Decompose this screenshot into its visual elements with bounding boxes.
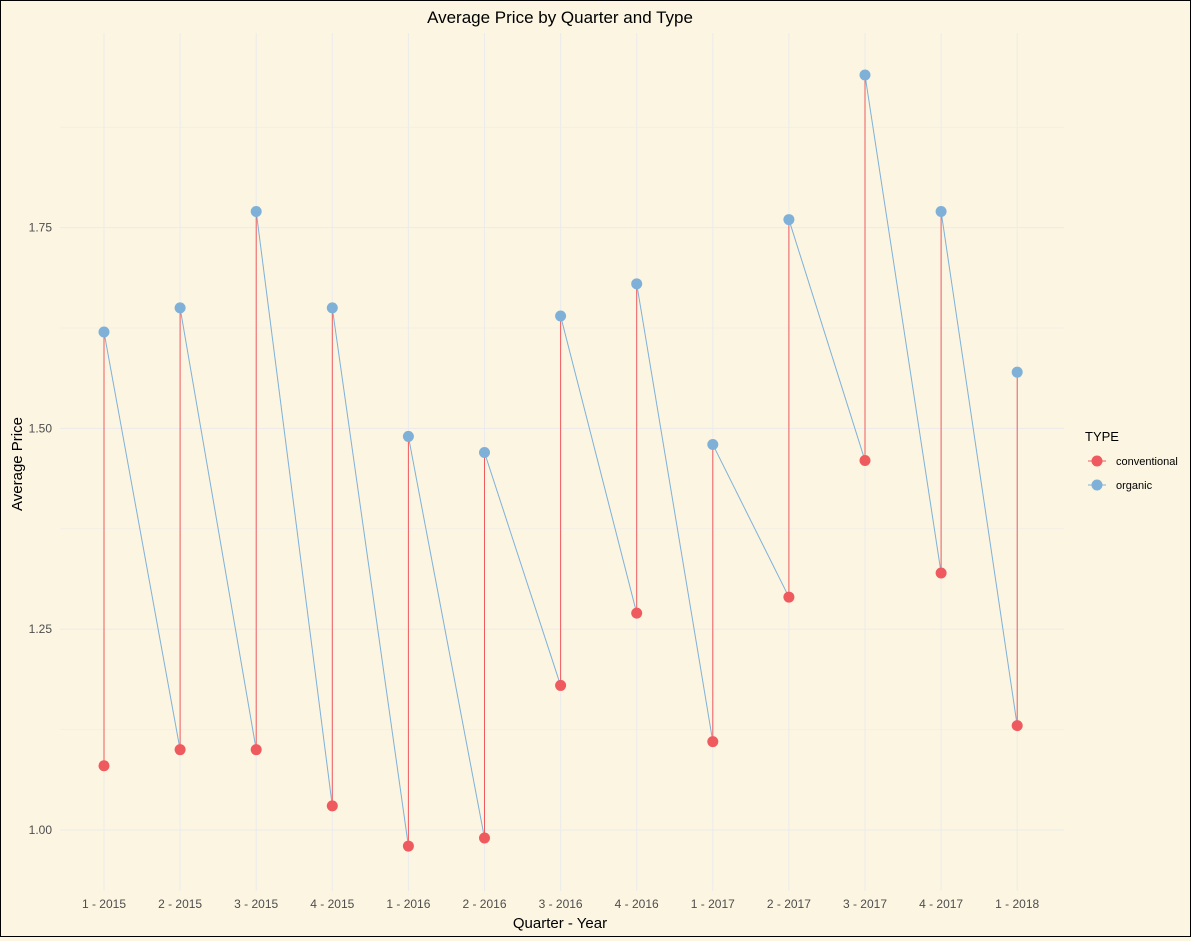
organic-point — [174, 302, 186, 314]
x-tick-labels: 1 - 2015 2 - 2015 3 - 2015 4 - 2015 1 - 2016… — [82, 897, 1040, 911]
conventional-point — [174, 744, 186, 756]
x-tick-label: 3 - 2015 — [234, 897, 278, 911]
y-tick-label: 1.75 — [29, 221, 53, 235]
conventional-point — [250, 744, 262, 756]
x-tick-label: 2 - 2016 — [462, 897, 506, 911]
x-tick-label: 1 - 2015 — [82, 897, 126, 911]
x-tick-label: 3 - 2017 — [843, 897, 887, 911]
legend-key-point — [1091, 479, 1103, 491]
legend-label: organic — [1116, 480, 1153, 492]
conventional-point — [402, 840, 414, 852]
organic-segment — [484, 452, 562, 686]
organic-segment — [255, 211, 333, 806]
organic-segment — [712, 444, 790, 598]
x-tick-label: 1 - 2017 — [691, 897, 735, 911]
organic-point — [631, 278, 643, 290]
organic-point — [402, 430, 414, 442]
x-tick-label: 4 - 2016 — [615, 897, 659, 911]
organic-point — [707, 438, 719, 450]
organic-segment — [331, 307, 409, 847]
organic-point — [479, 446, 490, 458]
organic-point — [1011, 366, 1023, 378]
x-tick-label: 4 - 2015 — [310, 897, 354, 911]
conventional-point — [631, 607, 643, 619]
x-axis-title: Quarter - Year — [513, 915, 607, 932]
y-tick-labels: 1.00 1.25 1.50 1.75 — [29, 221, 53, 837]
organic-segment — [636, 283, 714, 742]
legend-key-point — [1091, 455, 1103, 467]
organic-point — [250, 206, 262, 218]
conventional-point — [1011, 720, 1023, 732]
organic-point — [859, 69, 871, 81]
organic-segment — [788, 219, 866, 461]
y-axis-title: Average Price — [9, 417, 26, 511]
legend-label: conventional — [1116, 456, 1178, 468]
conventional-point — [479, 832, 490, 844]
organic-point — [555, 310, 567, 322]
y-tick-label: 1.25 — [29, 622, 53, 636]
x-tick-label: 2 - 2015 — [158, 897, 202, 911]
organic-point — [98, 326, 110, 338]
conventional-point — [98, 760, 110, 772]
legend: TYPE conventional organic — [1085, 429, 1178, 492]
x-tick-label: 2 - 2017 — [767, 897, 811, 911]
organic-segment — [179, 307, 257, 750]
organic-segment — [103, 331, 181, 750]
organic-point — [783, 214, 795, 226]
y-tick-label: 1.00 — [29, 823, 53, 837]
organic-segment — [940, 211, 1018, 726]
chart-title: Average Price by Quarter and Type — [427, 8, 693, 27]
organic-point — [326, 302, 338, 314]
conventional-point — [783, 591, 795, 603]
x-tick-label: 3 - 2016 — [539, 897, 583, 911]
data-points — [98, 69, 1023, 852]
organic-point — [935, 206, 947, 218]
legend-title: TYPE — [1085, 429, 1119, 444]
conventional-point — [326, 800, 338, 812]
x-tick-label: 4 - 2017 — [919, 897, 963, 911]
organic-segment — [407, 436, 485, 839]
connectors — [103, 74, 1018, 847]
conventional-point — [555, 679, 567, 691]
conventional-point — [707, 736, 719, 748]
conventional-point — [859, 455, 871, 467]
grid — [60, 33, 1064, 891]
organic-segment — [560, 315, 638, 614]
x-tick-label: 1 - 2016 — [386, 897, 430, 911]
conventional-point — [935, 567, 947, 579]
y-tick-label: 1.50 — [29, 421, 53, 435]
x-tick-label: 1 - 2018 — [995, 897, 1039, 911]
organic-segment — [864, 74, 942, 574]
